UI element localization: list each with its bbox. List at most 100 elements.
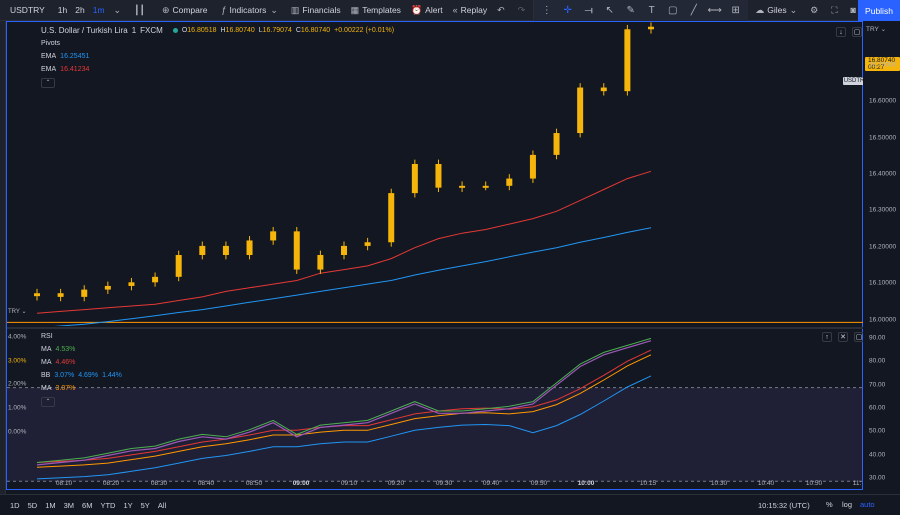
templates-button[interactable]: ▦ Templates [346, 0, 406, 21]
time-axis-label: 10:00 [577, 480, 595, 487]
time-axis-label: 09:10 [340, 480, 358, 487]
range-ytd[interactable]: YTD [100, 500, 116, 510]
rsi-line [36, 340, 652, 466]
rsi-bb-value-3: 1.44% [102, 372, 122, 379]
candle-body [482, 185, 489, 188]
price-axis-currency[interactable]: TRY ⌄ [866, 26, 887, 33]
publish-button[interactable]: Publish [858, 0, 900, 21]
currency-selector[interactable]: TRY ⌄ [8, 309, 27, 315]
log-scale-toggle[interactable]: log [842, 500, 853, 509]
legend-exchange: FXCM [140, 26, 163, 35]
fullscreen-icon: ⛶ [831, 4, 838, 15]
text-icon[interactable]: T [648, 4, 655, 16]
layout-name: Giles [767, 5, 787, 15]
range-1m[interactable]: 1M [45, 500, 56, 510]
main-legend: U.S. Dollar / Turkish Lira 1 FXCM O 16.80… [41, 24, 398, 88]
dots-icon[interactable]: ⋮ [541, 4, 552, 16]
candles-type-icon[interactable]: ┃┃ [134, 4, 145, 15]
candle-body [34, 293, 40, 297]
price-axis-label: 16.00000 [869, 316, 897, 324]
candle-body [222, 245, 229, 256]
collapse-rsi-legend-button[interactable]: ⌃ [41, 397, 55, 407]
pivots-indicator[interactable]: Pivots [41, 40, 61, 47]
alert-button[interactable]: ⏰ Alert [406, 0, 448, 21]
time-axis-label: 10:40 [757, 480, 775, 487]
price-axis-label: 16.70000 [869, 61, 897, 69]
time-axis[interactable]: 08:10 08:20 08:30 08:40 08:50 09:00 09:10 09:20… [6, 478, 863, 491]
interval-1h[interactable]: 1h [57, 5, 68, 15]
range-5d[interactable]: 5D [27, 500, 38, 510]
compare-button[interactable]: ⊕ Compare [157, 0, 213, 21]
rsi-bb-label: BB [41, 372, 51, 379]
indicators-button[interactable]: ƒ Indicators ⌄ [216, 0, 285, 21]
symbol-title: U.S. Dollar / Turkish Lira [41, 26, 128, 35]
price-pane[interactable]: U.S. Dollar / Turkish Lira 1 FXCM O 16.80… [7, 22, 869, 326]
ema-slow-line [36, 170, 652, 314]
settings-button[interactable]: ⚙ [805, 0, 826, 21]
fullscreen-button[interactable]: ⛶ [826, 0, 845, 21]
snapshot-button[interactable]: ◙ [846, 0, 864, 21]
horizontal-line-icon[interactable]: ⟞ [584, 4, 593, 16]
rsi-percent-label: 1.00% [8, 404, 27, 412]
redo-icon: ↷ [517, 4, 526, 15]
gear-icon: ⚙ [810, 4, 819, 15]
cloud-icon: ☁ [755, 4, 765, 15]
move-down-icon[interactable]: ↓ [836, 27, 846, 37]
last-price-value: 16.80740 [868, 57, 896, 64]
range-5y[interactable]: 5Y [140, 500, 150, 510]
range-1y[interactable]: 1Y [123, 500, 133, 510]
ema-slow-value: 16.41234 [60, 66, 90, 73]
percent-scale-toggle[interactable]: % [826, 500, 833, 509]
time-axis-label: 08:10 [55, 480, 73, 487]
move-up-icon[interactable]: ↑ [822, 332, 832, 342]
undo-icon: ↶ [497, 4, 505, 15]
rsi-axis-label: 90.00 [869, 334, 886, 342]
ema-slow-label[interactable]: EMA [41, 66, 57, 73]
close-icon[interactable]: ✕ [838, 332, 848, 342]
candle-body [553, 133, 560, 155]
utc-clock[interactable]: 10:15:32 (UTC) [758, 501, 810, 510]
interval-2h[interactable]: 2h [75, 5, 85, 15]
compare-label: Compare [172, 5, 208, 15]
undo-button[interactable]: ↶ [492, 0, 513, 21]
candle-body [459, 185, 466, 188]
price-axis[interactable]: TRY ⌄ 16.80740 00:27 16.70000 16.60000 16.… [863, 21, 900, 490]
time-axis-label: 08:20 [102, 480, 120, 487]
price-axis-label: 16.20000 [869, 243, 897, 251]
candle-body [435, 163, 442, 188]
redo-button[interactable]: ↷ [513, 0, 534, 21]
range-all[interactable]: All [157, 500, 167, 510]
auto-scale-toggle[interactable]: auto [860, 500, 875, 509]
chart-area[interactable]: U.S. Dollar / Turkish Lira 1 FXCM O 16.80… [6, 21, 869, 491]
replay-button[interactable]: «Replay [448, 0, 492, 21]
candle-body [128, 282, 135, 286]
range-3m[interactable]: 3M [63, 500, 75, 510]
templates-label: Templates [362, 5, 401, 15]
cursor-icon[interactable]: ↖ [605, 4, 614, 16]
rectangle-icon[interactable]: ▢ [667, 4, 678, 16]
ema-fast-line [54, 227, 652, 326]
rsi-ma2-value: 4.46% [55, 359, 76, 366]
chevron-down-icon[interactable]: ⌄ [113, 4, 122, 15]
measure-icon[interactable]: ⊞ [731, 4, 740, 16]
ema-fast-label[interactable]: EMA [41, 53, 57, 60]
ema-fast-value: 16.25451 [60, 53, 90, 60]
symbol-search[interactable]: USDTRY [0, 0, 50, 21]
financials-button[interactable]: ▥ Financials [286, 0, 346, 21]
rsi-pane[interactable]: RSI MA 4.53% MA 4.46% BB 3.07% 4.69% 1.44% MA… [7, 327, 864, 491]
collapse-legend-button[interactable]: ⌃ [41, 78, 55, 88]
range-6m[interactable]: 6M [82, 500, 93, 510]
brush-icon[interactable]: ✎ [626, 4, 635, 16]
range-1d[interactable]: 1D [10, 500, 20, 510]
layout-button[interactable]: ☁ Giles ⌄ [750, 0, 805, 21]
candle-body [270, 231, 277, 241]
ray-icon[interactable]: ⟷ [707, 4, 722, 16]
crosshair-icon[interactable]: ✛ [563, 4, 572, 16]
candle-body [364, 242, 371, 246]
maximize-pane-icon[interactable]: ▢ [852, 27, 862, 37]
trend-line-icon[interactable]: ╱ [690, 4, 697, 16]
rsi-title[interactable]: RSI [41, 333, 53, 340]
rsi-left-scale: TRY ⌄ 4.00% 3.00% 2.00% 1.00% 0.00% [0, 305, 40, 469]
interval-1m[interactable]: 1m [92, 5, 105, 15]
price-axis-label: 16.40000 [869, 170, 897, 178]
